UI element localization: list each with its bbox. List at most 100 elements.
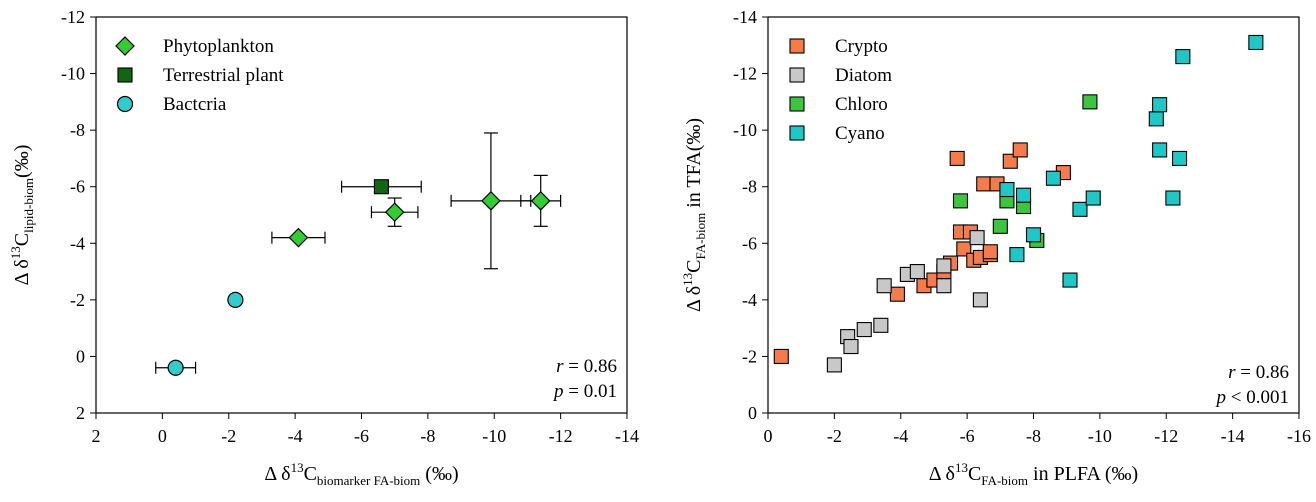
stat-p-label: p bbox=[552, 381, 564, 402]
series-terrestrial-plant bbox=[340, 179, 422, 195]
y-tick-label: -6 bbox=[70, 177, 85, 197]
legend: Crypto Diatom Chloro Cyano bbox=[789, 36, 892, 144]
data-point bbox=[373, 179, 389, 195]
data-point bbox=[826, 357, 842, 373]
stat-r: r = 0.86 bbox=[556, 356, 617, 377]
axis-title-sup: 13 bbox=[680, 273, 695, 286]
data-point bbox=[1165, 190, 1181, 206]
axis-title-sup: 13 bbox=[291, 460, 304, 475]
x-tick-label: -8 bbox=[420, 426, 435, 446]
y-tick-label: -6 bbox=[742, 233, 757, 253]
y-tick-label: -4 bbox=[742, 290, 757, 310]
legend-marker-bactcria bbox=[116, 95, 134, 113]
y-tick-label: -12 bbox=[733, 64, 757, 84]
stat-p: p < 0.001 bbox=[1215, 387, 1289, 408]
data-point bbox=[992, 218, 1008, 234]
axis-title-part: Δ δ bbox=[11, 259, 33, 285]
y-tick-label: -10 bbox=[61, 64, 85, 84]
legend-marker-chloro bbox=[789, 96, 805, 112]
stat-r-value: = 0.86 bbox=[1236, 362, 1289, 383]
data-point bbox=[1152, 142, 1168, 158]
axis-title-part: Δ δ bbox=[929, 463, 955, 485]
x-tick-label: 0 bbox=[158, 426, 167, 446]
data-point bbox=[1171, 150, 1188, 166]
stat-r-label: r bbox=[556, 356, 564, 377]
data-point bbox=[856, 322, 872, 338]
data-point bbox=[384, 202, 405, 223]
data-point bbox=[873, 317, 889, 333]
data-point bbox=[1012, 142, 1028, 158]
stat-r-value: = 0.86 bbox=[564, 356, 617, 377]
stat-r: r = 0.86 bbox=[1228, 362, 1289, 383]
y-tick-label: -2 bbox=[70, 290, 85, 310]
axis-title-sub: FA-biom bbox=[693, 213, 708, 260]
axis-title-part: Δ δ bbox=[683, 286, 705, 312]
data-point bbox=[972, 292, 988, 308]
data-point bbox=[1025, 227, 1042, 243]
data-point bbox=[936, 278, 952, 294]
axis-title-sup: 13 bbox=[8, 246, 23, 259]
y-tick-label: -8 bbox=[70, 120, 85, 140]
legend-label-cyano: Cyano bbox=[835, 123, 885, 144]
data-point bbox=[952, 193, 969, 209]
data-point bbox=[909, 264, 925, 280]
data-point bbox=[1175, 49, 1191, 65]
legend-label-bactcria: Bactcria bbox=[163, 94, 227, 115]
y-tick-label: 0 bbox=[76, 346, 85, 366]
data-point bbox=[889, 286, 905, 302]
right-panel: 0 -2 -4 -6 -8 -10 -12 -14 -16 -14 -12 -10 -8 -6 -4 -2 0 Δ… bbox=[680, 7, 1311, 488]
series-diatom bbox=[826, 230, 988, 373]
y-axis-title: Δ δ13CFA-biom in TFA(‰) bbox=[680, 118, 708, 312]
series-chloro bbox=[952, 94, 1098, 249]
x-axis-title: Δ δ13Cbiomarker FA-biom (‰) bbox=[264, 460, 458, 488]
legend-label-chloro: Chloro bbox=[835, 94, 888, 115]
data-point bbox=[969, 230, 985, 246]
stat-p: p = 0.01 bbox=[552, 381, 617, 402]
stat-r-label: r bbox=[1228, 362, 1236, 383]
data-point bbox=[949, 150, 965, 166]
data-point bbox=[1002, 153, 1018, 169]
x-tick-label: -12 bbox=[549, 426, 573, 446]
y-tick-label: -8 bbox=[742, 177, 757, 197]
series-crypto bbox=[773, 142, 1071, 364]
y-tick-label: -2 bbox=[742, 346, 757, 366]
series-bactcria bbox=[155, 291, 244, 376]
axis-title-part: (‰) bbox=[420, 463, 458, 485]
stat-p-value: < 0.001 bbox=[1226, 387, 1289, 408]
legend-label-phytoplankton: Phytoplankton bbox=[163, 36, 274, 57]
legend-label-diatom: Diatom bbox=[835, 65, 892, 86]
data-point bbox=[1015, 187, 1032, 203]
y-tick-label: -12 bbox=[61, 7, 85, 27]
axis-title-part: C bbox=[683, 260, 705, 273]
x-tick-label: -2 bbox=[221, 426, 236, 446]
x-tick-label: -2 bbox=[827, 426, 842, 446]
x-tick-label: -6 bbox=[354, 426, 369, 446]
data-point bbox=[999, 181, 1015, 198]
axis-title-part: Δ δ bbox=[264, 463, 290, 485]
x-tick-label: -12 bbox=[1154, 426, 1178, 446]
axis-title-part: C bbox=[304, 463, 317, 485]
x-tick-label: -14 bbox=[615, 426, 639, 446]
axis-title-part: in TFA(‰) bbox=[683, 118, 705, 213]
data-point bbox=[936, 258, 952, 274]
x-tick-label: -16 bbox=[1287, 426, 1311, 446]
series-cyano bbox=[999, 34, 1264, 288]
data-point bbox=[167, 359, 184, 376]
x-tick-label: -4 bbox=[288, 426, 303, 446]
axis-title-sub: FA-biom bbox=[981, 473, 1028, 488]
y-axis-title: Δ δ13Clipid-biom(‰) bbox=[8, 145, 36, 286]
data-point bbox=[1152, 97, 1168, 113]
data-point bbox=[1248, 34, 1264, 51]
y-tick-label: 2 bbox=[76, 403, 85, 423]
legend-marker-cyano bbox=[789, 125, 805, 141]
y-tick-label: -14 bbox=[733, 7, 757, 27]
data-point bbox=[1148, 111, 1164, 127]
axis-title-part: C bbox=[11, 233, 33, 246]
legend-marker-diatom bbox=[789, 67, 805, 83]
x-tick-label: -10 bbox=[482, 426, 506, 446]
y-tick-label: -10 bbox=[733, 120, 757, 140]
x-tick-label: 0 bbox=[764, 426, 773, 446]
legend-label-crypto: Crypto bbox=[835, 36, 888, 57]
data-point bbox=[976, 176, 992, 192]
